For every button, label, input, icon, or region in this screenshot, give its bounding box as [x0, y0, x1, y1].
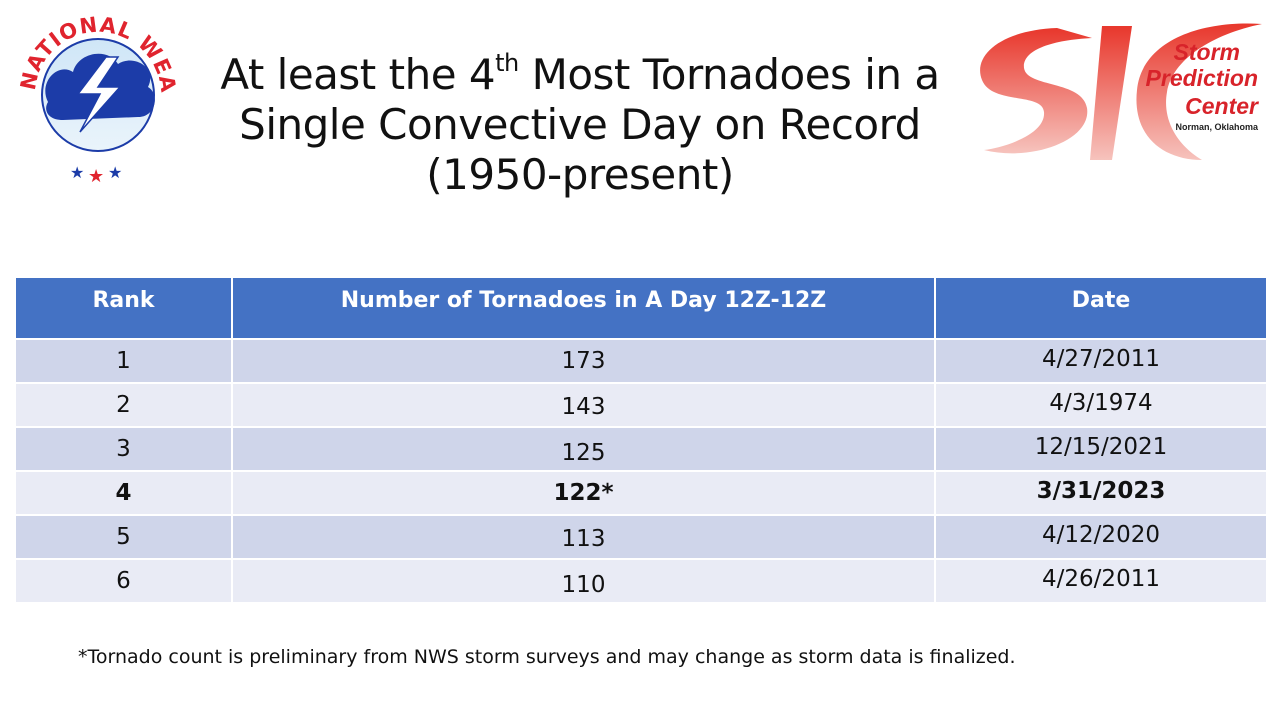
cell-rank: 5: [14, 514, 233, 560]
cell-count: 173: [231, 338, 936, 384]
title-line2: Single Convective Day on Record: [239, 100, 921, 149]
footnote: *Tornado count is preliminary from NWS s…: [78, 646, 1016, 668]
spc-logo-line3: Center: [1185, 93, 1259, 119]
table-row: 1 173 4/27/2011: [14, 338, 1268, 384]
spc-logo-line1: Storm: [1174, 39, 1240, 65]
spc-logo-line2: Prediction: [1146, 65, 1258, 91]
title-post: Most Tornadoes in a: [518, 50, 941, 99]
svg-text:★: ★: [108, 163, 122, 182]
cell-count: 143: [231, 382, 936, 428]
cell-rank: 4: [14, 470, 233, 516]
cell-rank: 1: [14, 338, 233, 384]
cell-date: 4/3/1974: [934, 382, 1268, 428]
title-line1: At least the 4th Most Tornadoes in a: [180, 50, 980, 100]
header-count: Number of Tornadoes in A Day 12Z-12Z: [231, 276, 936, 340]
cell-date: 4/12/2020: [934, 514, 1268, 560]
cell-date: 3/31/2023: [934, 470, 1268, 516]
table-row: 4 122* 3/31/2023: [14, 470, 1268, 516]
cell-date: 4/26/2011: [934, 558, 1268, 604]
cell-date: 4/27/2011: [934, 338, 1268, 384]
cell-rank: 2: [14, 382, 233, 428]
title-superscript: th: [495, 49, 519, 77]
svg-text:★: ★: [88, 166, 104, 187]
tornado-record-table: Rank Number of Tornadoes in A Day 12Z-12…: [14, 276, 1268, 604]
table-row: 3 125 12/15/2021: [14, 426, 1268, 472]
page-title: At least the 4th Most Tornadoes in a Sin…: [180, 50, 980, 200]
cell-count: 110: [231, 558, 936, 604]
title-pre: At least the 4: [220, 50, 496, 99]
table-header-row: Rank Number of Tornadoes in A Day 12Z-12…: [14, 276, 1268, 340]
header-rank: Rank: [14, 276, 233, 340]
cell-date: 12/15/2021: [934, 426, 1268, 472]
cell-count: 122*: [231, 470, 936, 516]
spc-logo: Storm Prediction Center Norman, Oklahoma: [980, 23, 1262, 160]
title-line3: (1950-present): [426, 150, 734, 199]
table-row: 2 143 4/3/1974: [14, 382, 1268, 428]
svg-text:★: ★: [70, 163, 84, 182]
cell-rank: 6: [14, 558, 233, 604]
table-row: 5 113 4/12/2020: [14, 514, 1268, 560]
cell-count: 125: [231, 426, 936, 472]
nws-logo: NATIONAL WEATHER SERVICE ★ ★ ★: [8, 2, 186, 187]
table-row: 6 110 4/26/2011: [14, 558, 1268, 604]
cell-rank: 3: [14, 426, 233, 472]
spc-logo-line4: Norman, Oklahoma: [1175, 122, 1259, 132]
cell-count: 113: [231, 514, 936, 560]
header-date: Date: [934, 276, 1268, 340]
